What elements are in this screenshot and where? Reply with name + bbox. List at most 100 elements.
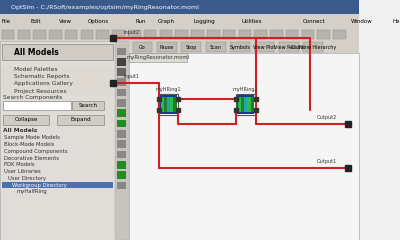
Bar bbox=[206, 42, 226, 52]
Bar bbox=[3, 115, 50, 125]
Bar bbox=[164, 97, 167, 112]
Text: Logging: Logging bbox=[193, 19, 215, 24]
Text: Search: Search bbox=[78, 103, 97, 108]
Bar bbox=[117, 78, 126, 86]
Bar bbox=[117, 161, 126, 169]
Bar bbox=[238, 30, 251, 39]
Text: Run: Run bbox=[136, 19, 146, 24]
Text: myRingResonator.moml: myRingResonator.moml bbox=[126, 55, 189, 60]
Bar bbox=[191, 30, 204, 39]
Bar bbox=[96, 30, 109, 39]
Bar bbox=[160, 95, 177, 114]
Text: OptSim - C:/RSoft/examples/optsim/myRingResonator.moml: OptSim - C:/RSoft/examples/optsim/myRing… bbox=[11, 5, 199, 10]
Bar bbox=[117, 182, 126, 189]
Text: PDK Models: PDK Models bbox=[4, 162, 34, 167]
Text: Collapse: Collapse bbox=[15, 118, 38, 122]
Text: Go: Go bbox=[139, 45, 146, 49]
Bar bbox=[238, 97, 241, 112]
Bar bbox=[255, 42, 274, 52]
Bar bbox=[304, 42, 323, 52]
Bar bbox=[0, 28, 359, 41]
Bar bbox=[128, 30, 140, 39]
Text: Compound Components: Compound Components bbox=[4, 149, 67, 154]
Bar bbox=[174, 97, 177, 112]
Bar bbox=[117, 58, 126, 66]
Bar bbox=[270, 30, 283, 39]
Bar bbox=[0, 14, 359, 28]
Text: Graph: Graph bbox=[158, 19, 175, 24]
Text: Scan: Scan bbox=[210, 45, 222, 49]
Text: Applications Gallery: Applications Gallery bbox=[14, 82, 73, 86]
Text: myHRing1: myHRing1 bbox=[156, 87, 181, 92]
Bar bbox=[2, 88, 113, 95]
Text: Decorative Elements: Decorative Elements bbox=[4, 156, 59, 161]
Bar bbox=[236, 94, 256, 115]
Bar bbox=[286, 30, 298, 39]
Bar bbox=[117, 151, 126, 158]
Bar bbox=[237, 95, 254, 114]
Text: Options: Options bbox=[88, 19, 109, 24]
Text: Input1: Input1 bbox=[124, 74, 140, 79]
Bar bbox=[18, 30, 30, 39]
Text: Block-Mode Models: Block-Mode Models bbox=[4, 142, 54, 147]
Bar bbox=[3, 101, 71, 110]
Text: Model Palettes: Model Palettes bbox=[14, 67, 58, 72]
Bar bbox=[2, 182, 113, 188]
Bar bbox=[230, 42, 250, 52]
Bar bbox=[0, 41, 115, 240]
Bar bbox=[81, 30, 93, 39]
Bar bbox=[223, 30, 235, 39]
Bar bbox=[279, 42, 299, 52]
Bar bbox=[159, 94, 178, 115]
Bar bbox=[160, 97, 164, 112]
Bar bbox=[175, 30, 188, 39]
Text: Output1: Output1 bbox=[317, 159, 337, 164]
Bar bbox=[2, 66, 113, 73]
Bar bbox=[207, 30, 220, 39]
Bar bbox=[333, 30, 346, 39]
Bar bbox=[33, 30, 46, 39]
Bar bbox=[57, 115, 104, 125]
Bar bbox=[72, 101, 104, 110]
Text: Input2: Input2 bbox=[124, 30, 140, 35]
Bar bbox=[247, 97, 250, 112]
Bar bbox=[129, 53, 186, 62]
Bar bbox=[117, 109, 126, 117]
Text: CI Inline Hierarchy: CI Inline Hierarchy bbox=[291, 45, 336, 49]
Bar bbox=[167, 97, 170, 112]
Bar bbox=[157, 42, 177, 52]
Bar bbox=[117, 68, 126, 76]
Text: Pause: Pause bbox=[160, 45, 174, 49]
Bar bbox=[117, 120, 126, 127]
Bar bbox=[254, 30, 267, 39]
Text: Edit: Edit bbox=[30, 19, 41, 24]
Text: myHalfRing: myHalfRing bbox=[16, 189, 47, 194]
Bar bbox=[117, 130, 126, 138]
Bar bbox=[2, 30, 14, 39]
Text: Schematic Reports: Schematic Reports bbox=[14, 74, 70, 79]
Text: All Models: All Models bbox=[3, 128, 37, 133]
Text: View Results: View Results bbox=[274, 45, 304, 49]
Bar bbox=[2, 73, 113, 80]
Bar bbox=[244, 97, 247, 112]
Text: View Plot: View Plot bbox=[253, 45, 276, 49]
Bar bbox=[318, 30, 330, 39]
Text: myHRing2: myHRing2 bbox=[233, 87, 258, 92]
Bar bbox=[129, 41, 359, 53]
Bar bbox=[117, 48, 126, 55]
Text: All Models: All Models bbox=[14, 48, 59, 57]
Text: File: File bbox=[2, 19, 11, 24]
Text: Symbols: Symbols bbox=[230, 45, 250, 49]
Bar bbox=[160, 30, 172, 39]
Bar bbox=[65, 30, 78, 39]
Bar bbox=[49, 30, 62, 39]
Text: Output2: Output2 bbox=[317, 115, 337, 120]
Text: Utilities: Utilities bbox=[241, 19, 262, 24]
Bar bbox=[170, 97, 174, 112]
Text: Project Resources: Project Resources bbox=[14, 89, 67, 94]
Bar bbox=[133, 42, 152, 52]
Bar bbox=[182, 42, 201, 52]
Bar bbox=[241, 97, 244, 112]
Bar bbox=[115, 41, 129, 240]
Bar bbox=[117, 89, 126, 96]
